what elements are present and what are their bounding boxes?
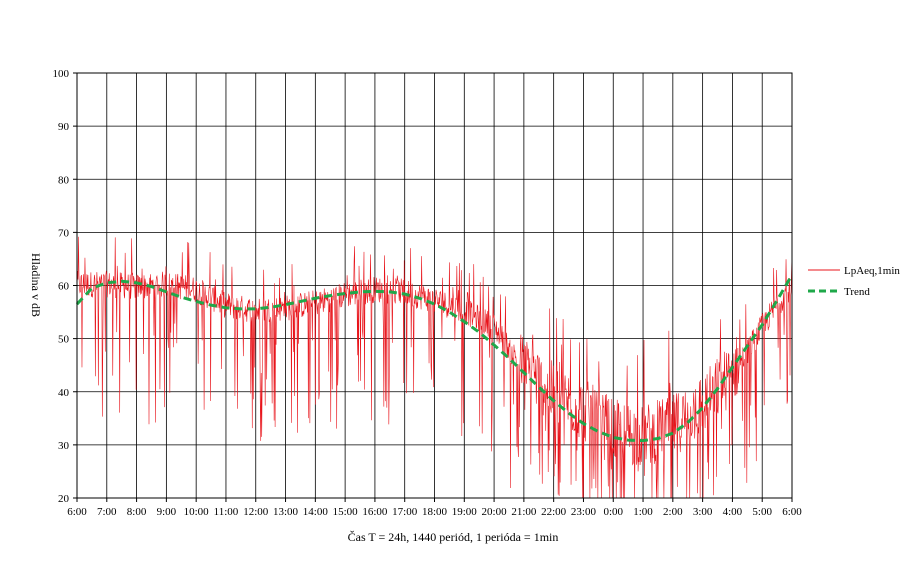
- x-tick-label: 22:00: [541, 506, 567, 518]
- y-tick-label: 50: [58, 334, 70, 346]
- plot-area-border: [76, 72, 793, 499]
- x-tick-label: 2:00: [663, 506, 683, 518]
- legend: LpAeq,1min Trend: [808, 265, 900, 298]
- x-tick-label: 21:00: [511, 506, 537, 518]
- x-tick-label: 8:00: [127, 506, 147, 518]
- series-layer: [75, 236, 794, 499]
- y-axis-label: Hladina v dB: [29, 253, 43, 317]
- x-tick-label: 18:00: [422, 506, 448, 518]
- y-tick-label: 30: [58, 440, 70, 452]
- x-tick-label: 15:00: [333, 506, 359, 518]
- legend-label-lpaeq: LpAeq,1min: [844, 265, 900, 277]
- x-tick-label: 6:00: [782, 506, 802, 518]
- x-axis-label: Čas T = 24h, 1440 periód, 1 perióda = 1m…: [348, 530, 559, 544]
- y-axis-ticks: 20 30 40 50 60 70 80 90 100: [53, 68, 77, 505]
- x-tick-label: 19:00: [452, 506, 478, 518]
- x-tick-label: 17:00: [392, 506, 418, 518]
- x-tick-label: 20:00: [482, 506, 508, 518]
- x-tick-label: 7:00: [97, 506, 117, 518]
- x-tick-label: 23:00: [571, 506, 597, 518]
- series-lpaeq-line: [76, 236, 793, 499]
- y-tick-label: 90: [58, 121, 70, 133]
- y-tick-label: 80: [58, 174, 70, 186]
- legend-label-trend: Trend: [844, 286, 870, 298]
- x-tick-label: 10:00: [184, 506, 210, 518]
- x-tick-label: 13:00: [273, 506, 299, 518]
- x-tick-label: 5:00: [752, 506, 772, 518]
- series-trend-line: [75, 274, 794, 443]
- x-tick-label: 0:00: [603, 506, 623, 518]
- x-tick-label: 11:00: [214, 506, 239, 518]
- x-tick-label: 6:00: [67, 506, 87, 518]
- x-tick-label: 1:00: [633, 506, 653, 518]
- y-tick-label: 20: [58, 493, 70, 505]
- y-tick-label: 70: [58, 227, 70, 239]
- x-tick-label: 14:00: [303, 506, 329, 518]
- y-tick-label: 60: [58, 281, 70, 293]
- x-tick-label: 16:00: [362, 506, 388, 518]
- x-axis-ticks: 6:00 7:00 8:00 9:00 10:00 11:00 12:00 13:00 14:0…: [67, 498, 802, 518]
- y-tick-label: 100: [53, 68, 70, 80]
- x-tick-label: 3:00: [693, 506, 713, 518]
- x-tick-label: 9:00: [157, 506, 177, 518]
- y-tick-label: 40: [58, 387, 70, 399]
- x-tick-label: 4:00: [723, 506, 743, 518]
- x-tick-label: 12:00: [243, 506, 269, 518]
